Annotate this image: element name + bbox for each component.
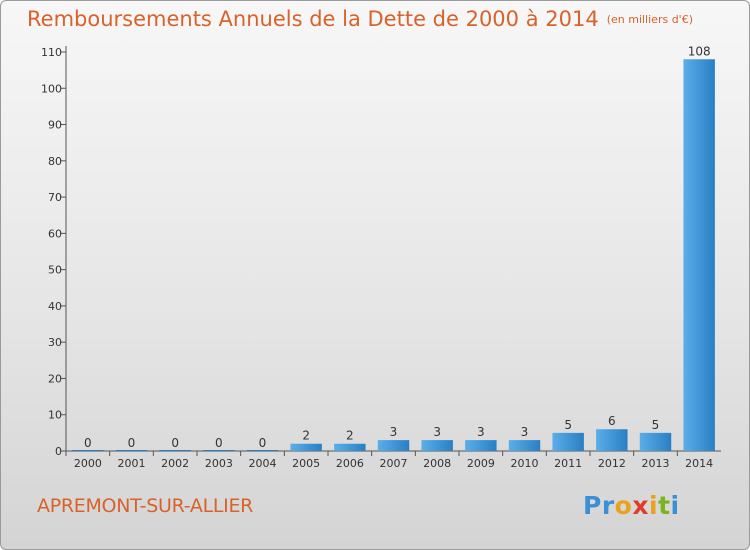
data-label: 3 (521, 425, 529, 439)
data-label: 5 (652, 418, 660, 432)
bar (596, 429, 628, 451)
y-tick-label: 30 (48, 336, 62, 349)
chart-title: Remboursements Annuels de la Dette de 20… (27, 7, 693, 31)
data-label: 0 (84, 436, 92, 450)
y-tick-label: 70 (48, 191, 62, 204)
bar (552, 432, 584, 451)
logo-letter: P (583, 491, 602, 520)
bar (421, 440, 453, 451)
x-tick-label: 2006 (336, 457, 364, 470)
y-tick-label: 110 (41, 46, 62, 59)
data-label: 5 (564, 418, 572, 432)
x-tick-label: 2000 (74, 457, 102, 470)
x-tick-label: 2012 (598, 457, 626, 470)
logo-letter: o (614, 491, 633, 520)
x-tick-label: 2014 (685, 457, 713, 470)
x-tick-label: 2001 (118, 457, 146, 470)
logo-letter: x (632, 491, 649, 520)
y-tick-label: 80 (48, 155, 62, 168)
x-tick-label: 2011 (554, 457, 582, 470)
chart-unit: (en milliers d'€) (606, 13, 693, 26)
y-tick-label: 20 (48, 372, 62, 385)
data-label: 2 (302, 429, 310, 443)
data-label: 3 (477, 425, 485, 439)
x-tick-label: 2004 (249, 457, 277, 470)
data-label: 3 (433, 425, 441, 439)
bar (246, 450, 279, 451)
data-label: 3 (390, 425, 398, 439)
bar (639, 432, 672, 451)
logo-letter: i (649, 491, 659, 520)
y-tick-label: 100 (41, 82, 62, 95)
bar (508, 440, 541, 451)
proxiti-logo[interactable]: Proxiti (583, 491, 680, 520)
x-tick-label: 2005 (292, 457, 320, 470)
x-tick-label: 2008 (423, 457, 451, 470)
y-tick-label: 60 (48, 227, 62, 240)
data-label: 2 (346, 429, 354, 443)
bar (203, 450, 235, 451)
x-tick-label: 2010 (511, 457, 539, 470)
bar (377, 440, 410, 451)
bar (72, 450, 104, 451)
y-tick-label: 40 (48, 300, 62, 313)
municipality-name: APREMONT-SUR-ALLIER (37, 495, 254, 517)
bar (683, 59, 715, 451)
x-tick-label: 2013 (642, 457, 670, 470)
data-label: 0 (259, 436, 267, 450)
bar (334, 443, 366, 451)
y-tick-label: 10 (48, 409, 62, 422)
data-label: 6 (608, 414, 616, 428)
y-tick-label: 0 (55, 445, 62, 458)
data-label: 0 (128, 436, 136, 450)
y-tick-label: 90 (48, 119, 62, 132)
bar (159, 450, 191, 451)
bar (465, 440, 497, 451)
data-label: 0 (171, 436, 179, 450)
logo-letter: i (670, 491, 680, 520)
x-tick-label: 2003 (205, 457, 233, 470)
bar (115, 450, 148, 451)
x-tick-label: 2009 (467, 457, 495, 470)
logo-letter: r (601, 491, 615, 520)
chart-title-text: Remboursements Annuels de la Dette de 20… (27, 7, 599, 31)
logo-letter: t (658, 491, 671, 520)
bars: 0 0 0 0 0 2 2 3 3 3 3 5 6 5 108 (72, 44, 715, 451)
data-label: 108 (688, 44, 711, 58)
y-tick-label: 50 (48, 264, 62, 277)
bar (290, 443, 322, 451)
data-label: 0 (215, 436, 223, 450)
x-tick-label: 2007 (380, 457, 408, 470)
x-tick-label: 2002 (161, 457, 189, 470)
